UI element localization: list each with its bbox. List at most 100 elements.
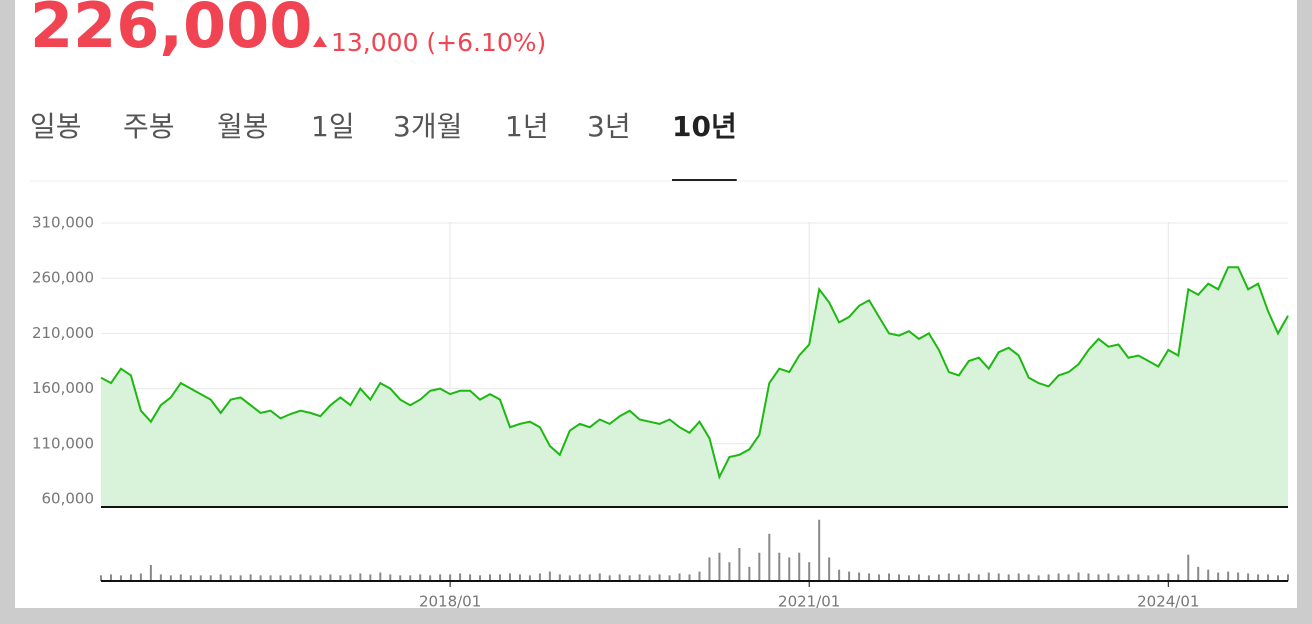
volume-bar [1217,572,1220,581]
volume-bar [439,574,442,581]
volume-bar [349,574,352,581]
volume-bar [159,574,162,581]
volume-bar [179,574,182,581]
volume-bar [977,574,980,581]
y-tick-label: 310,000 [32,214,94,232]
tab[interactable]: 3개월 [393,110,462,143]
x-tick-label: 2018/01 [419,593,481,611]
volume-bar [429,575,432,581]
volume-bar [129,574,132,581]
up-arrow [313,36,327,47]
volume-bar [578,574,581,581]
tab[interactable]: 3년 [587,110,631,143]
volume-bar [409,575,412,581]
volume-bar [1057,573,1060,581]
volume-bar [259,575,262,581]
volume-bar [139,573,142,581]
y-tick-label: 160,000 [32,379,94,397]
volume-bar [1237,572,1240,581]
volume-bar [608,575,611,581]
volume-bar [189,575,192,581]
volume-bar [808,562,811,581]
volume-bar [229,575,232,581]
volume-bar [698,571,701,581]
volume-bar [1117,575,1120,581]
volume-bar [489,574,492,581]
volume-bar [558,574,561,581]
volume-bar [459,573,462,581]
volume-bar [778,552,781,581]
volume-bar [728,562,731,581]
y-tick-label: 110,000 [32,434,94,452]
volume-bar [528,575,531,581]
volume-bar [329,574,332,581]
y-tick-label: 210,000 [32,324,94,342]
volume-bar [1227,571,1230,581]
volume-bar [119,575,122,581]
volume-bar [149,564,152,581]
volume-bar [359,573,362,581]
volume-bar [169,575,172,581]
volume-bar [538,573,541,581]
volume-bar [1197,566,1200,581]
volume-bar [1067,574,1070,581]
tab[interactable]: 1년 [505,110,549,143]
volume-bar [1027,574,1030,581]
volume-bar [299,574,302,581]
volume-bar [788,557,791,581]
volume-bar [1017,573,1020,581]
volume-bar [249,574,252,581]
price-line [100,266,1289,480]
price-change: 13,000 (+6.10%) [331,28,546,57]
volume-bar [219,574,222,581]
volume-bar [858,572,861,581]
volume-bar [209,575,212,581]
tab[interactable]: 주봉 [123,110,175,143]
volume-bar [828,557,831,581]
volume-bar [1047,574,1050,581]
volume-bar [479,575,482,581]
volume-bar [818,519,821,581]
volume-bar [798,552,801,581]
volume-bar [100,575,102,581]
volume-bar [389,574,392,581]
volume-bar [289,575,292,581]
volume-bar [718,552,721,581]
volume-bar [1157,574,1160,581]
price: 226,000 [30,0,312,62]
volume-bar [688,574,691,581]
volume-bar [927,575,930,581]
volume-bar [518,574,521,581]
volume-bar [878,574,881,581]
tab[interactable]: 일봉 [30,110,82,143]
volume-bar [838,569,841,581]
tab[interactable]: 월봉 [217,110,269,143]
volume-bar [1087,573,1090,581]
volume-bar [239,575,242,581]
volume-bar [668,575,671,581]
volume-bar [109,574,112,581]
volume-bar [658,574,661,581]
volume-bar [1247,573,1250,581]
tab[interactable]: 1일 [311,110,355,143]
price-area [101,267,1288,507]
volume-bar [897,574,900,581]
volume-bar [967,573,970,581]
volume-bar [768,533,771,581]
volume-bar [269,575,272,581]
volume-bar [1287,574,1289,581]
volume-bar [339,575,342,581]
volume-bar [1137,574,1140,581]
volume-bar [568,575,571,581]
volume-bar [868,573,871,581]
volume-bar [748,566,751,581]
volume-bar [1097,574,1100,581]
tab[interactable]: 10년 [672,110,737,143]
volume-bar [1187,554,1190,581]
y-tick-label: 60,000 [42,489,95,507]
volume-bar [588,574,591,581]
volume-bar [1277,575,1280,581]
volume-bar [498,574,501,581]
volume-bar [399,575,402,581]
